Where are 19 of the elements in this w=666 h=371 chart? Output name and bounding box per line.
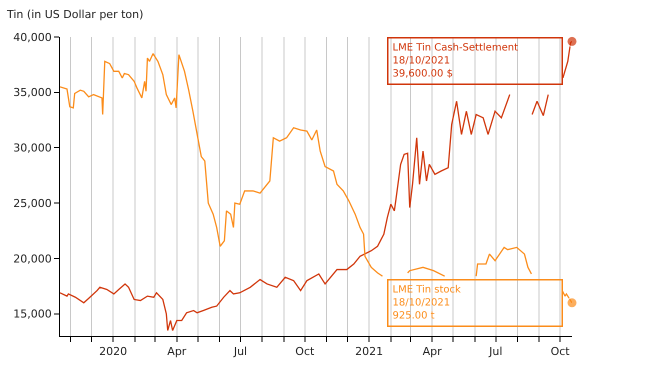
annotation: 18/10/2021 39,600.00 $: [392, 56, 453, 80]
text: LME Tin Cash-Settlement: [392, 42, 518, 54]
x-tick-label: Apr: [422, 345, 442, 358]
y-tick-label: 25,000: [13, 196, 52, 210]
y-tick-label: 35,000: [13, 86, 52, 100]
series-label: LME Tin stock: [392, 284, 462, 296]
x-tick-label: 2021: [355, 345, 384, 358]
x-tick-label: Apr: [167, 345, 187, 358]
x-tick-label: Jul: [232, 345, 248, 358]
y-tick-label: 20,000: [13, 252, 52, 266]
x-tick-label: 2020: [99, 345, 128, 358]
x-tick-label: Oct: [295, 345, 315, 358]
x-tick-label: Oct: [550, 345, 570, 358]
annotation: 18/10/2021 925.00 t: [392, 298, 450, 322]
x-tick-label: Jul: [488, 345, 502, 358]
y-tick-label: 40,000: [13, 30, 52, 44]
y-axis-title: Tin (in US Dollar per ton): [6, 8, 144, 21]
y-tick-label: 30,000: [13, 142, 52, 155]
y-tick-label: 15,000: [13, 308, 52, 321]
